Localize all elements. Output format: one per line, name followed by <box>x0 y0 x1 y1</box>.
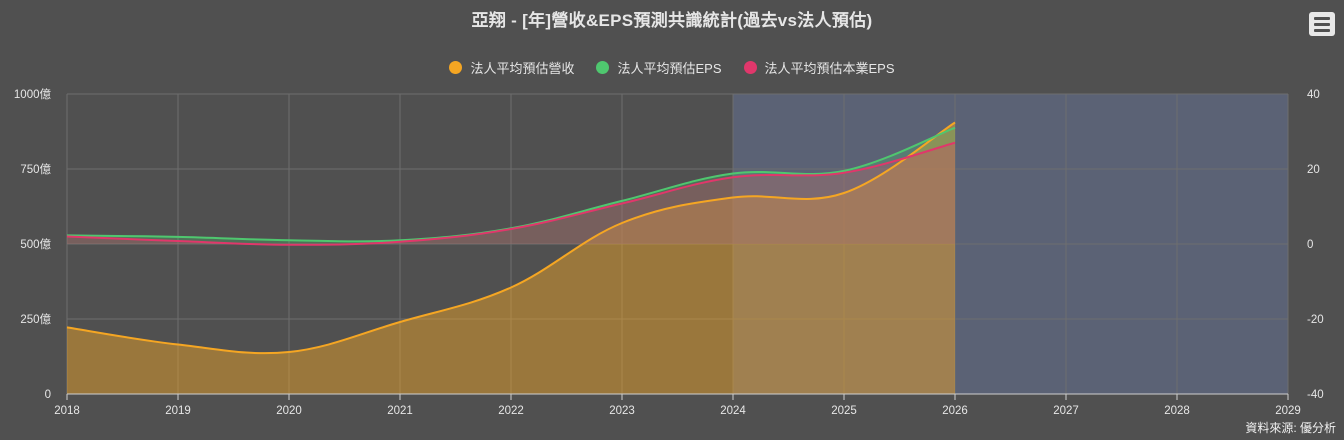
legend-dot-core-eps <box>743 61 757 74</box>
x-tick-label: 2027 <box>1053 405 1079 417</box>
y-left-tick-label: 750億 <box>20 163 51 176</box>
legend-label-revenue: 法人平均預估營收 <box>470 61 575 76</box>
y-right-tick-label: -40 <box>1307 389 1324 401</box>
chart-title: 亞翔 - [年]營收&EPS預測共識統計(過去vs法人預估) <box>471 11 873 30</box>
y-left-tick-label: 250億 <box>20 313 51 326</box>
x-tick-label: 2028 <box>1164 405 1190 417</box>
legend-dot-eps <box>596 61 610 74</box>
x-tick-label: 2029 <box>1275 405 1301 417</box>
x-tick-label: 2018 <box>54 405 80 417</box>
y-right-tick-label: -20 <box>1307 314 1324 326</box>
legend-label-eps: 法人平均預估EPS <box>617 61 722 76</box>
data-source-credit: 資料來源: 優分析 <box>1245 421 1336 435</box>
x-tick-label: 2021 <box>387 405 413 417</box>
legend-dot-revenue <box>449 61 463 74</box>
x-tick-label: 2026 <box>942 405 968 417</box>
x-tick-label: 2023 <box>609 405 635 417</box>
x-tick-label: 2019 <box>165 405 191 417</box>
y-left-tick-label: 500億 <box>20 238 51 251</box>
y-right-tick-label: 0 <box>1307 239 1313 251</box>
x-tick-label: 2024 <box>720 405 746 417</box>
y-right-tick-label: 20 <box>1307 164 1320 176</box>
hamburger-menu-icon[interactable] <box>1309 12 1335 36</box>
legend-item-eps[interactable]: 法人平均預估EPS <box>596 58 722 77</box>
x-tick-label: 2020 <box>276 405 302 417</box>
series-area-core-eps <box>67 142 955 245</box>
x-tick-label: 2022 <box>498 405 524 417</box>
legend-item-revenue[interactable]: 法人平均預估營收 <box>449 58 574 77</box>
x-tick-label: 2025 <box>831 405 857 417</box>
series-line-revenue <box>66 121 956 355</box>
y-left-tick-label: 0 <box>45 389 51 401</box>
series-area-eps <box>67 127 955 244</box>
series-area-revenue <box>67 122 955 394</box>
y-right-tick-label: 40 <box>1307 89 1320 101</box>
y-left-tick-label: 1000億 <box>14 88 52 101</box>
legend-label-core-eps: 法人平均預估本業EPS <box>764 61 895 76</box>
legend-item-core-eps[interactable]: 法人平均預估本業EPS <box>743 58 895 77</box>
chart-legend: 法人平均預估營收 法人平均預估EPS 法人平均預估本業EPS <box>0 58 1344 77</box>
